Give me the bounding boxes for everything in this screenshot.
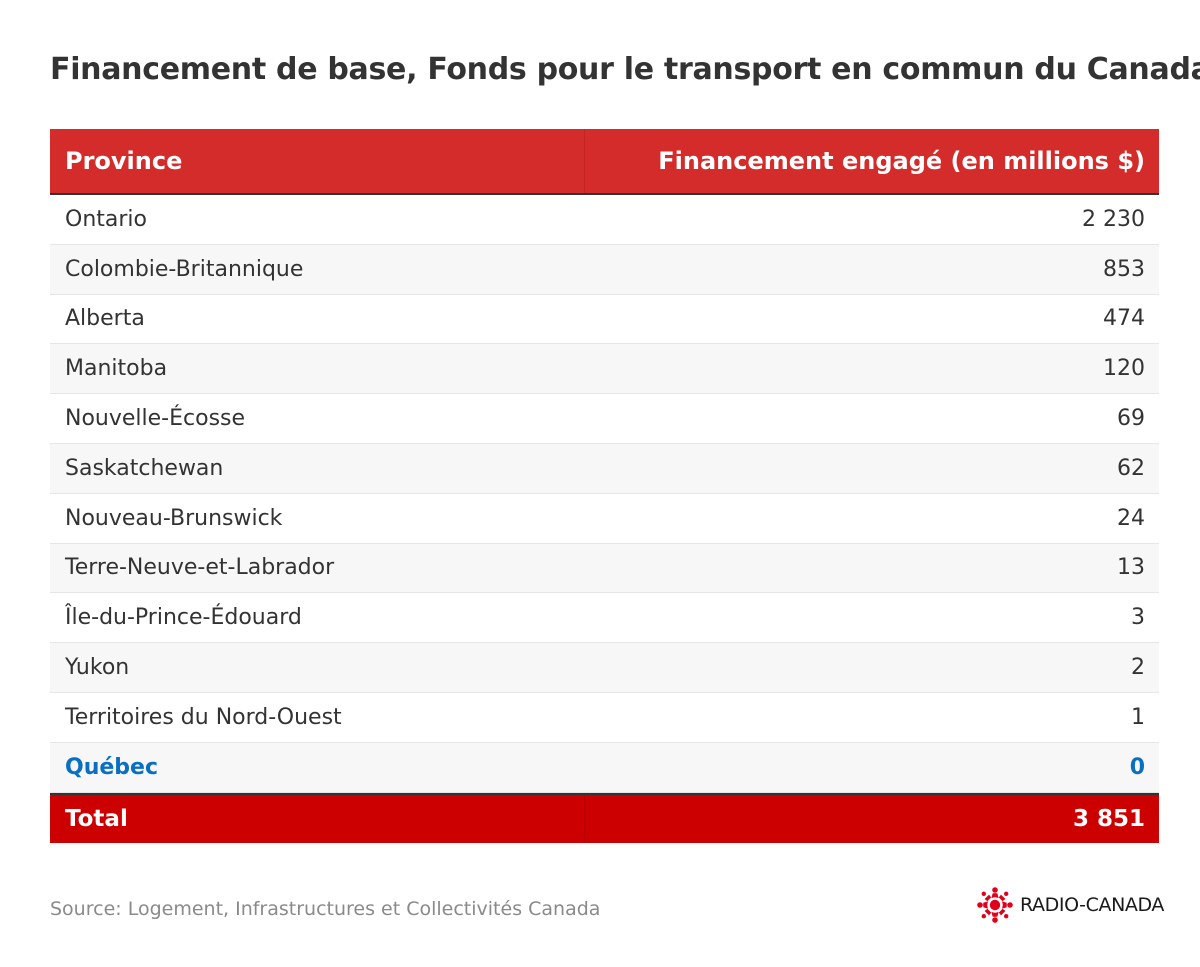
row-province: Terre-Neuve-et-Labrador	[65, 555, 335, 581]
chart-title: Financement de base, Fonds pour le trans…	[50, 52, 1200, 87]
source-note: Source: Logement, Infrastructures et Col…	[50, 898, 601, 920]
radio-canada-gem-icon	[977, 887, 1013, 923]
table-row: Saskatchewan 62	[50, 443, 1159, 494]
table-row: Ontario 2 230	[50, 195, 1159, 245]
row-province: Territoires du Nord-Ouest	[65, 704, 342, 730]
row-funding-value: 2	[1131, 655, 1145, 681]
row-funding-value: 474	[1103, 306, 1145, 332]
row-province: Manitoba	[65, 356, 168, 382]
row-funding-value: 0	[1129, 754, 1145, 780]
table-row: Yukon 2	[50, 643, 1159, 693]
row-province: Yukon	[65, 655, 130, 681]
row-funding-value: 62	[1117, 455, 1145, 481]
row-funding-value: 120	[1103, 356, 1145, 382]
table-row: Colombie-Britannique 853	[50, 244, 1159, 295]
header-province: Province	[50, 129, 585, 193]
table-row: Manitoba 120	[50, 344, 1159, 395]
row-funding-value: 3	[1131, 605, 1145, 631]
table-row: Alberta 474	[50, 294, 1159, 345]
header-funding: Financement engagé (en millions $)	[658, 147, 1145, 175]
row-funding-value: 2 230	[1082, 206, 1145, 232]
table-row: Québec 0	[50, 742, 1159, 793]
row-funding-value: 13	[1117, 555, 1145, 581]
row-province: Saskatchewan	[65, 455, 224, 481]
row-funding-value: 1	[1131, 704, 1145, 730]
row-province: Québec	[65, 754, 158, 780]
row-province: Ontario	[65, 206, 147, 232]
row-province: Alberta	[65, 306, 145, 332]
row-funding-value: 24	[1117, 505, 1145, 531]
funding-table: Province Financement engagé (en millions…	[50, 129, 1159, 843]
table-row: Terre-Neuve-et-Labrador 13	[50, 543, 1159, 594]
radio-canada-logo: RADIO-CANADA	[977, 887, 1164, 923]
table-row: Nouvelle-Écosse 69	[50, 394, 1159, 444]
logo-wordmark: RADIO-CANADA	[1020, 894, 1164, 916]
row-province: Nouvelle-Écosse	[65, 406, 246, 432]
row-funding-value: 69	[1117, 406, 1145, 432]
row-province: Nouveau-Brunswick	[65, 505, 283, 531]
table-body: Ontario 2 230 Colombie-Britannique 853 Alber…	[50, 195, 1159, 793]
table-row: Territoires du Nord-Ouest 1	[50, 692, 1159, 743]
table-header: Province Financement engagé (en millions…	[50, 129, 1159, 195]
row-province: Île-du-Prince-Édouard	[65, 605, 302, 631]
total-label: Total	[50, 794, 585, 843]
row-funding-value: 853	[1103, 256, 1145, 282]
table-row: Île-du-Prince-Édouard 3	[50, 593, 1159, 644]
row-province: Colombie-Britannique	[65, 256, 304, 282]
total-value: 3 851	[1072, 805, 1145, 832]
table-row: Nouveau-Brunswick 24	[50, 493, 1159, 544]
total-row: Total 3 851	[50, 792, 1159, 843]
